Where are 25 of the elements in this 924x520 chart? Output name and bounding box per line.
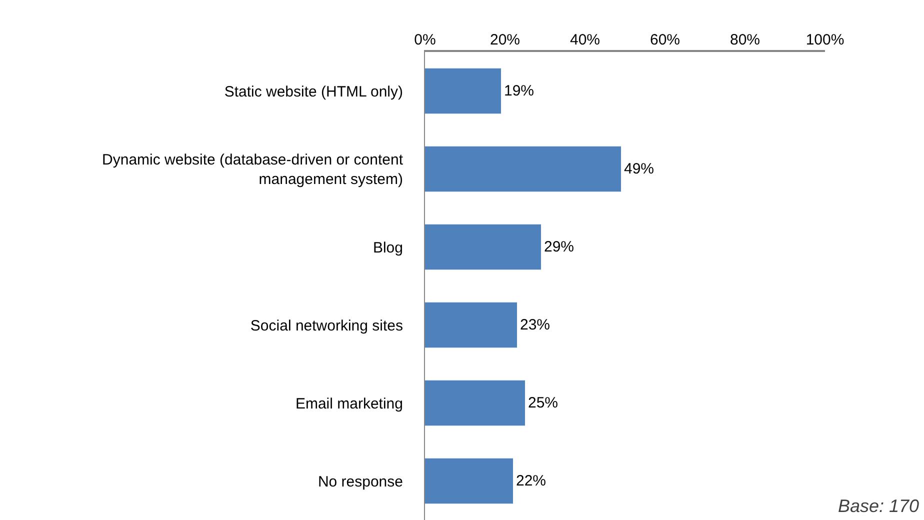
bar <box>425 68 501 114</box>
data-label: 25% <box>528 394 558 412</box>
text: Base: 170 <box>838 496 920 516</box>
bar <box>425 146 621 192</box>
x-tick-label: 20% <box>490 31 520 48</box>
x-tick-label: 60% <box>650 31 680 48</box>
data-label: 49% <box>624 160 654 178</box>
data-label: 19% <box>504 82 534 100</box>
bar <box>425 380 525 426</box>
y-tick-label: Social networking sites <box>250 317 403 334</box>
bar <box>425 458 513 504</box>
y-tick-label: Email marketing <box>295 395 403 412</box>
bar <box>425 302 517 348</box>
y-tick-label: Static website (HTML only) <box>224 83 403 100</box>
y-tick-label: Dynamic website (database-driven or content management system) <box>102 152 404 188</box>
y-tick-label: Blog <box>372 239 403 256</box>
x-tick-label: 100% <box>806 31 844 48</box>
x-tick-label: 0% <box>414 31 436 48</box>
x-tick-label: 80% <box>730 31 760 48</box>
data-label: 29% <box>544 238 574 256</box>
x-tick-label: 40% <box>570 31 600 48</box>
bar <box>425 224 541 270</box>
y-tick-label: No response <box>318 473 403 490</box>
data-label: 23% <box>520 316 550 334</box>
data-label: 22% <box>516 472 546 490</box>
